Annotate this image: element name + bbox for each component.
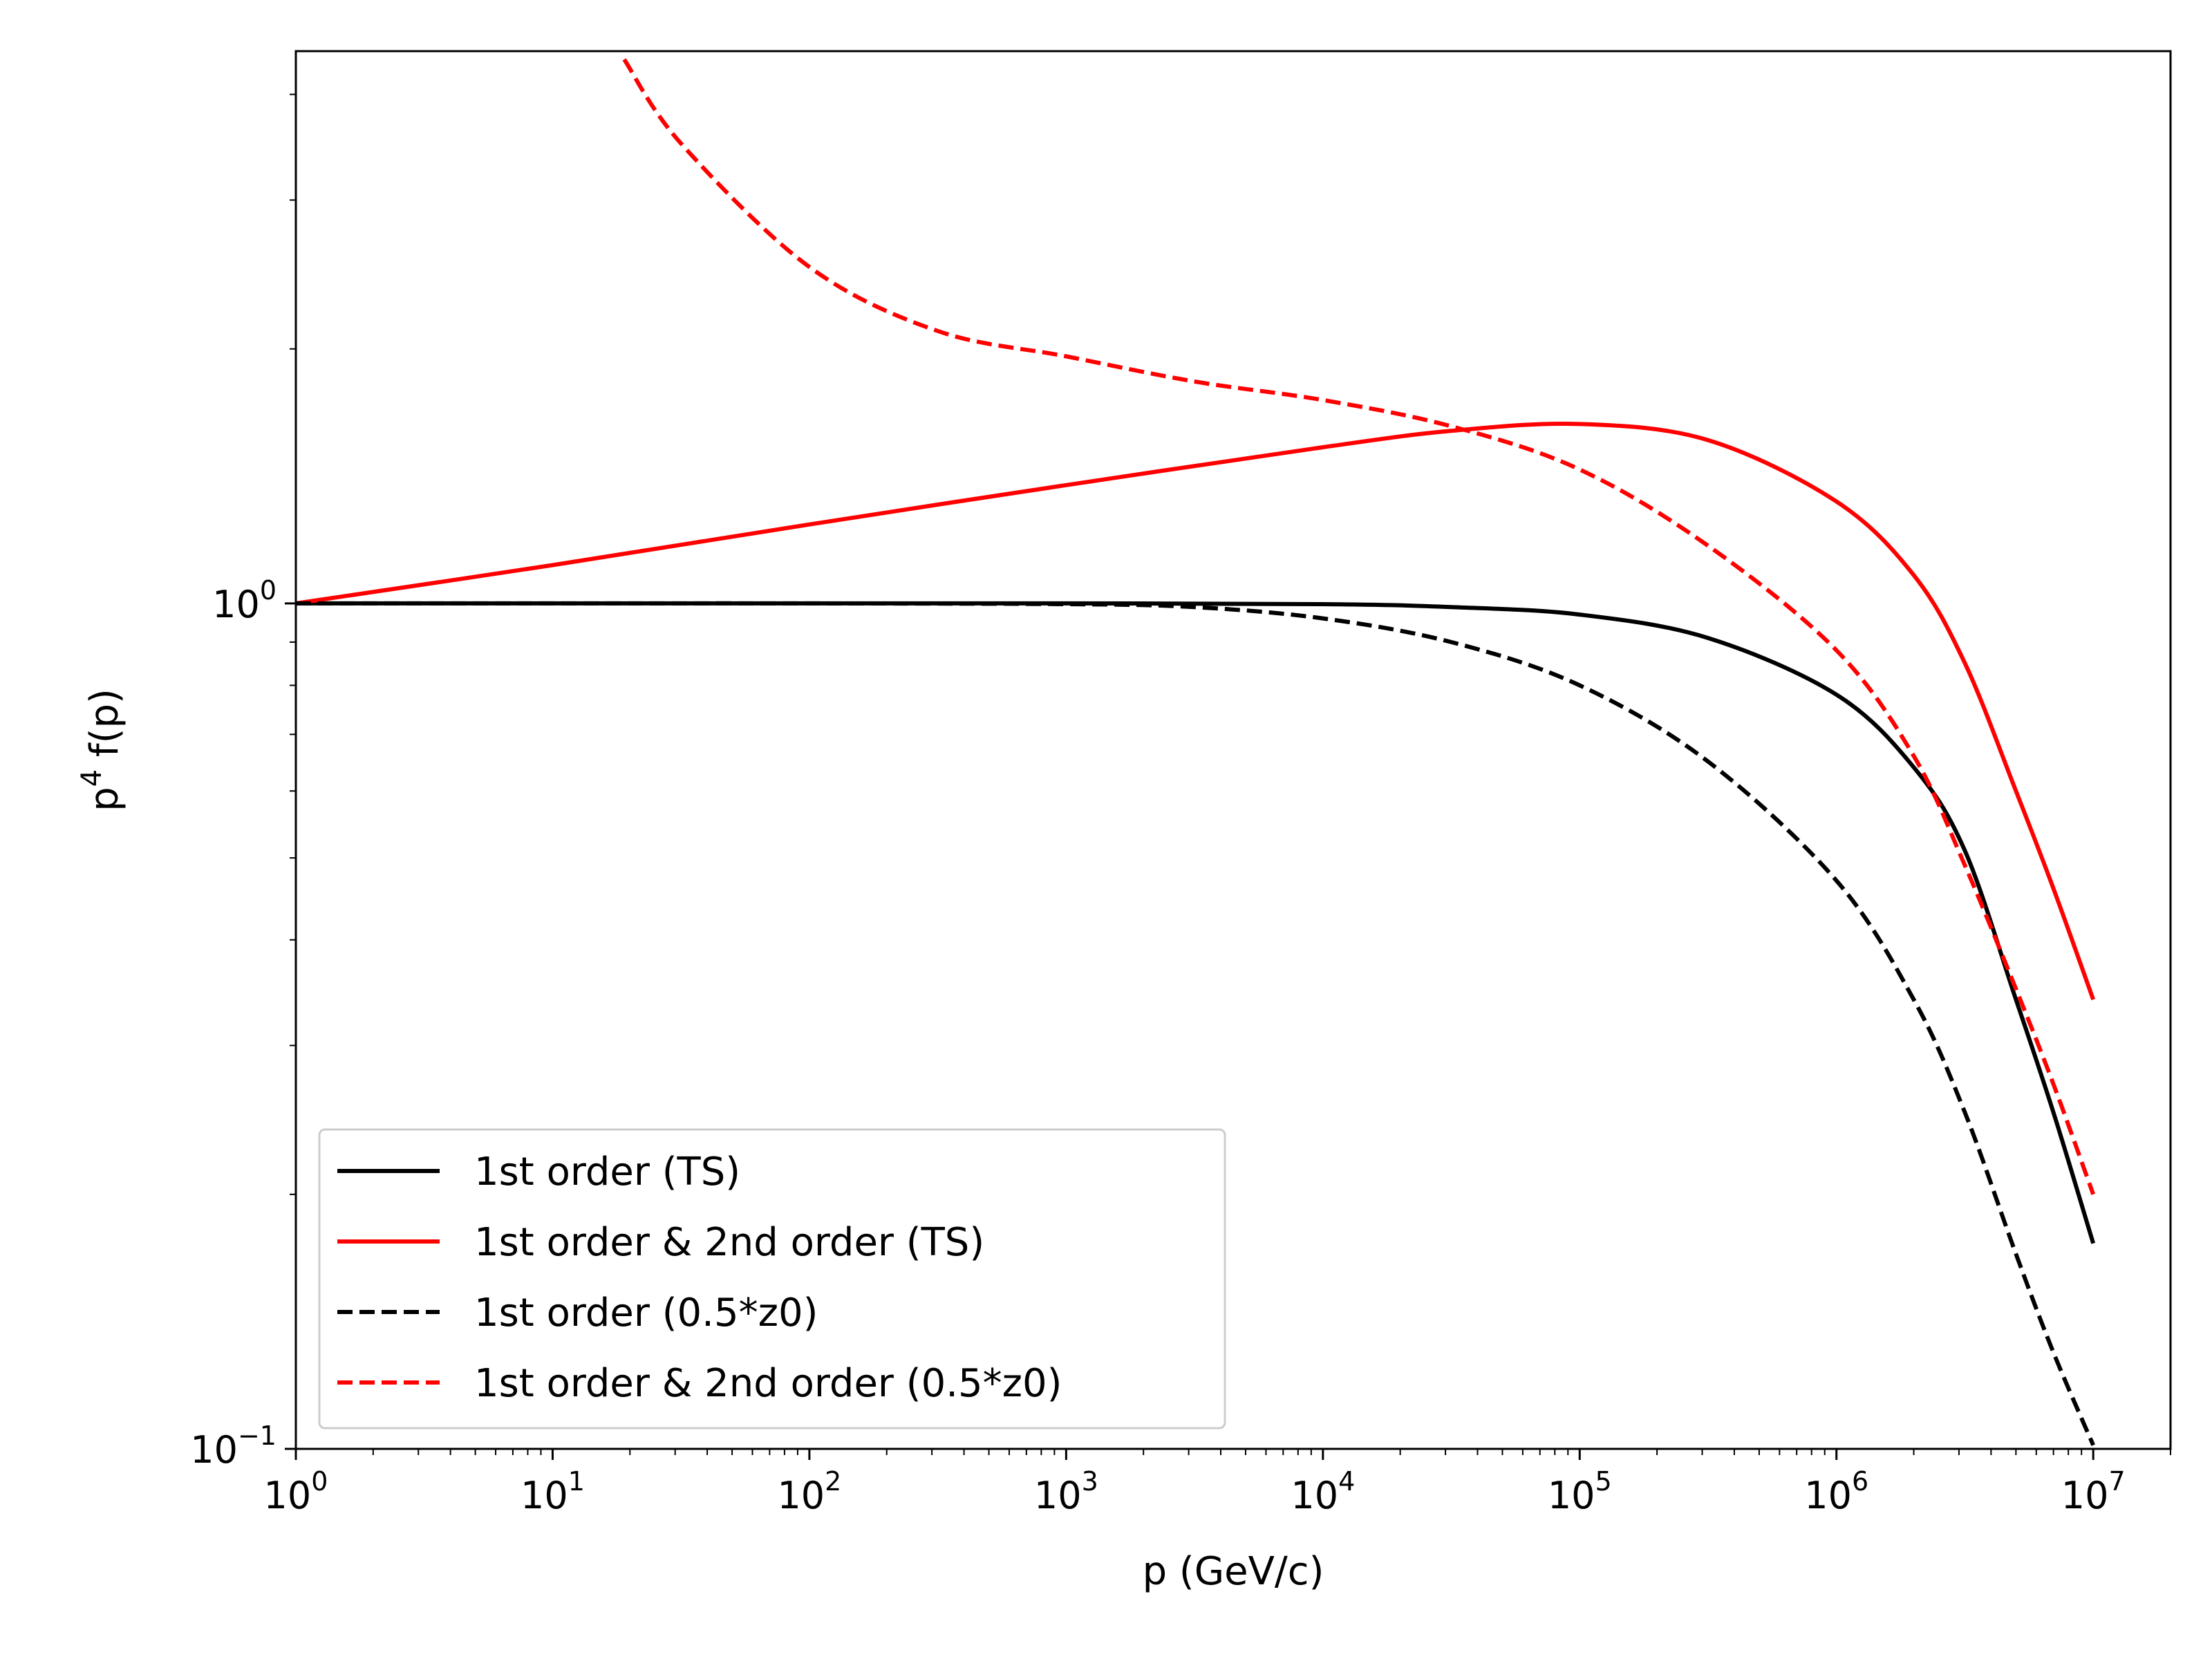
x-tick-label: 107: [2061, 1466, 2126, 1517]
legend-entry-label: 1st order (0.5*z0): [474, 1291, 818, 1335]
x-tick-label: 103: [1034, 1466, 1098, 1517]
legend: 1st order (TS) 1st order & 2nd order (TS)…: [318, 1128, 1226, 1430]
legend-entry-label: 1st order & 2nd order (0.5*z0): [474, 1361, 1062, 1406]
x-tick-label: 104: [1291, 1466, 1355, 1517]
x-tick-label: 100: [264, 1466, 328, 1517]
series-layer: [296, 58, 2096, 1446]
series-line-3: [296, 601, 2095, 1446]
x-tick-label: 106: [1804, 1466, 1868, 1517]
y-axis-ticks: 10−1 100: [190, 93, 296, 1472]
x-tick-label: 102: [777, 1466, 841, 1517]
series-line-2: [296, 421, 2096, 1001]
x-axis-ticks: 100 101 102 103 104 105 106 107: [264, 1449, 2171, 1517]
y-tick-label: 10−1: [190, 1421, 276, 1472]
x-tick-label: 101: [521, 1466, 585, 1517]
series-line-4: [622, 58, 2096, 1195]
legend-entry-label: 1st order (TS): [474, 1150, 740, 1194]
legend-box: [318, 1128, 1226, 1430]
x-tick-label: 105: [1548, 1466, 1612, 1517]
series-line-1: [296, 601, 2096, 1244]
axes-frame: [294, 50, 2172, 1450]
y-axis-label: p4 f(p): [76, 688, 127, 812]
y-tick-label: 100: [212, 575, 276, 626]
x-axis-label: p (GeV/c): [1143, 1549, 1324, 1594]
legend-entry-label: 1st order & 2nd order (TS): [474, 1220, 984, 1265]
